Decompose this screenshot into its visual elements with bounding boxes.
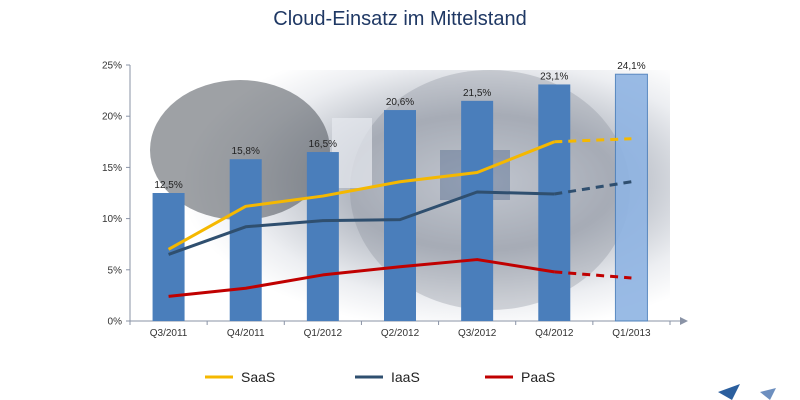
x-tick-label: Q3/2012 — [458, 328, 497, 339]
bar — [229, 159, 262, 321]
y-tick-label: 15% — [102, 163, 122, 174]
data-labels: 12,5% 15,8% 16,5% 20,6% 21,5% 23,1% 24,1% — [154, 61, 645, 191]
y-tick-label: 0% — [108, 317, 123, 328]
bar-value-label: 16,5% — [309, 139, 337, 150]
bar-value-label: 20,6% — [386, 97, 414, 108]
y-tick-label: 20% — [102, 112, 122, 123]
y-tick-label: 10% — [102, 214, 122, 225]
x-tick-label: Q4/2012 — [535, 328, 574, 339]
x-tick-label: Q1/2013 — [612, 328, 651, 339]
bar — [461, 100, 494, 321]
chart-title: Cloud-Einsatz im Mittelstand — [273, 8, 527, 30]
y-tick-label: 25% — [102, 61, 122, 72]
x-tick-label: Q3/2011 — [150, 328, 188, 339]
y-tick-label: 5% — [108, 265, 123, 276]
x-tick-label: Q2/2012 — [381, 328, 420, 339]
bar-value-label: 23,1% — [540, 71, 568, 82]
bar — [152, 193, 185, 321]
bar-value-label: 12,5% — [154, 180, 182, 191]
x-tick-label: Q1/2012 — [304, 328, 343, 339]
bar-value-label: 21,5% — [463, 88, 491, 99]
legend-label-paas: PaaS — [521, 369, 555, 385]
bar-value-label: 24,1% — [617, 61, 645, 72]
line-series — [167, 137, 632, 298]
legend-label-iaas: IaaS — [391, 369, 420, 385]
bar — [614, 73, 648, 322]
bar — [538, 84, 571, 322]
legend: SaaS IaaS PaaS — [205, 369, 555, 385]
logo-icon — [718, 384, 776, 400]
iaas-line — [168, 190, 555, 256]
legend-label-saas: SaaS — [241, 369, 275, 385]
paas-line — [168, 258, 555, 298]
bar-value-label: 15,8% — [232, 146, 260, 157]
bar — [306, 152, 339, 321]
x-tick-label: Q4/2011 — [227, 328, 265, 339]
saas-line — [167, 140, 555, 251]
